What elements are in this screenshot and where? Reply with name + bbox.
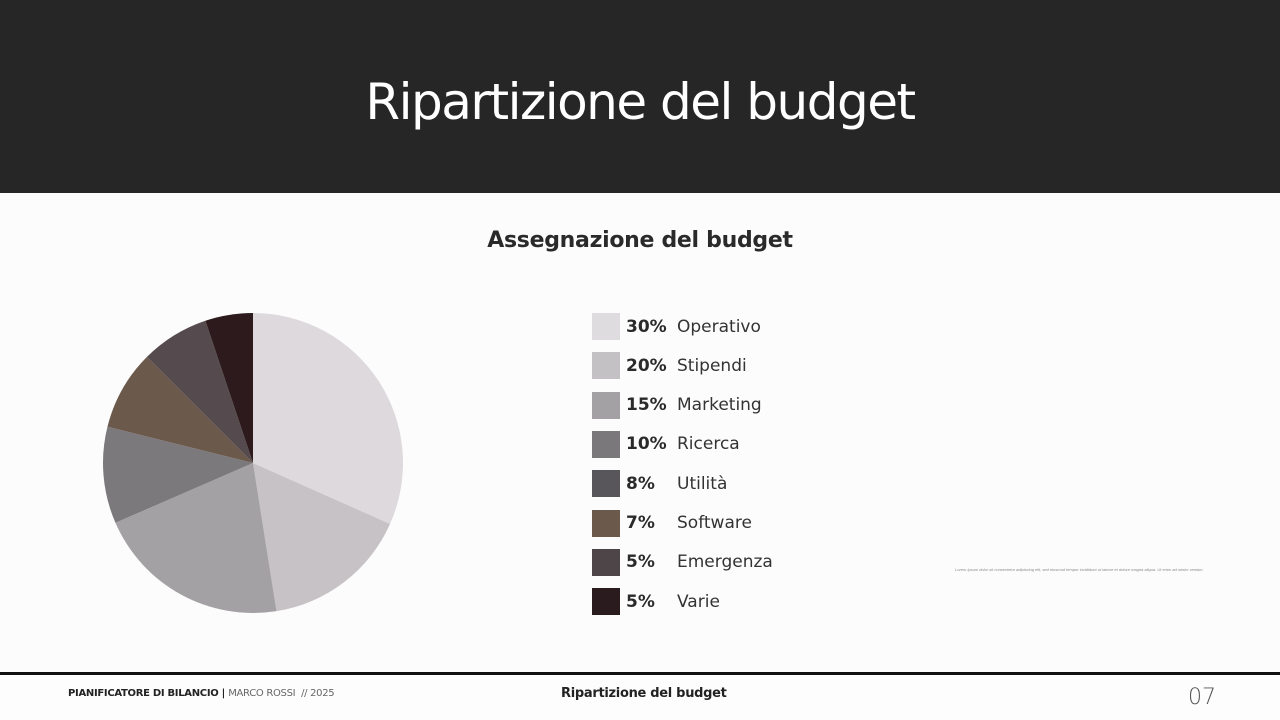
- pie-slice: [115, 463, 277, 613]
- legend-percentage: 5%: [626, 552, 655, 573]
- pie-chart: [103, 313, 403, 613]
- legend-label: Ricerca: [677, 434, 740, 455]
- legend-percentage: 5%: [626, 591, 655, 612]
- legend-label: Operativo: [677, 316, 761, 337]
- page-number: 07: [1188, 685, 1216, 710]
- legend-swatch: [592, 391, 620, 419]
- footer-credits: PIANIFICATORE DI BILANCIO | MARCO ROSSI …: [68, 688, 335, 699]
- footer-year: 2025: [310, 688, 335, 699]
- legend-item: 20% Stipendi: [592, 352, 747, 380]
- legend-item: 5% Emergenza: [592, 548, 773, 576]
- slide-header: Ripartizione del budget: [0, 0, 1280, 193]
- footer-section-title: Ripartizione del budget: [561, 686, 727, 701]
- legend-percentage: 15%: [626, 395, 667, 416]
- legend-swatch: [592, 313, 620, 340]
- legend-swatch: [592, 470, 620, 498]
- legend-label: Utilità: [677, 473, 728, 494]
- legend-swatch: [592, 352, 620, 380]
- legend-label: Marketing: [677, 395, 762, 416]
- legend-item: 5% Varie: [592, 588, 720, 616]
- pie-slice: [205, 313, 253, 463]
- footer-divider: [0, 672, 1280, 675]
- legend-swatch: [592, 588, 620, 616]
- chart-title: Assegnazione del budget: [487, 228, 793, 253]
- pie-slice: [103, 426, 254, 523]
- footer-author: MARCO ROSSI: [228, 688, 296, 699]
- legend-item: 30% Operativo: [592, 313, 761, 340]
- legend-swatch: [592, 430, 620, 458]
- footer-separator: |: [218, 688, 229, 699]
- legend-percentage: 8%: [626, 473, 655, 494]
- legend-percentage: 20%: [626, 355, 667, 376]
- legend-percentage: 10%: [626, 434, 667, 455]
- legend-label: Emergenza: [677, 552, 773, 573]
- legend-item: 10% Ricerca: [592, 430, 740, 458]
- pie-slice: [253, 313, 403, 525]
- legend-swatch: [592, 509, 620, 537]
- legend-swatch: [592, 548, 620, 576]
- note-text: Lorem ipsum dolor sit consectetur adipis…: [955, 567, 1204, 572]
- pie-slice: [146, 320, 253, 463]
- legend-item: 7% Software: [592, 509, 752, 537]
- slide-footer: PIANIFICATORE DI BILANCIO | MARCO ROSSI …: [0, 675, 1280, 720]
- legend-item: 15% Marketing: [592, 391, 762, 419]
- footer-brand: PIANIFICATORE DI BILANCIO: [68, 688, 219, 699]
- slide-title: Ripartizione del budget: [365, 72, 916, 131]
- pie-slice: [253, 463, 391, 612]
- legend-percentage: 7%: [626, 513, 655, 533]
- footer-year-separator: //: [295, 688, 311, 699]
- legend-item: 8% Utilità: [592, 470, 727, 498]
- legend-label: Varie: [677, 591, 720, 612]
- legend-percentage: 30%: [626, 316, 667, 337]
- legend-label: Software: [677, 513, 752, 533]
- pie-slice: [107, 356, 254, 463]
- legend-label: Stipendi: [677, 355, 747, 376]
